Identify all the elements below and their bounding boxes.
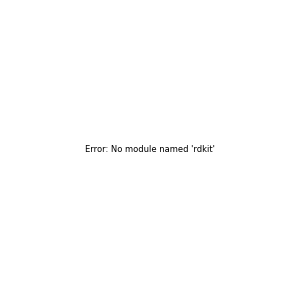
Text: Error: No module named 'rdkit': Error: No module named 'rdkit' — [85, 146, 215, 154]
